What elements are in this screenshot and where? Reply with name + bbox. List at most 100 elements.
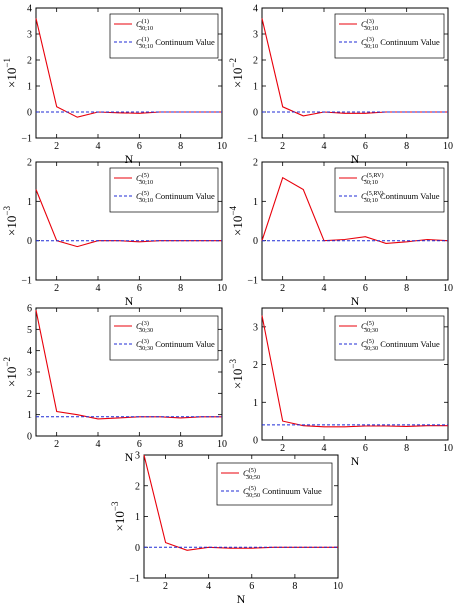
legend: C(5) 30;10 C(5) 30;10 Continuum Value	[109, 167, 219, 213]
legend-label: C(3) 30;10	[361, 18, 378, 32]
y-tick-label: 0	[27, 108, 32, 119]
x-tick-label: 2	[54, 439, 59, 450]
legend-label: C(3) 30;30 Continuum Value	[136, 338, 215, 352]
legend-label: C(5) 30;10	[136, 172, 153, 186]
legend-box	[109, 315, 219, 361]
x-tick-label: 4	[96, 141, 101, 152]
legend-box	[109, 167, 219, 213]
legend-box	[109, 13, 219, 59]
legend-label: C(5,RV) 30;10 Continuum Value	[361, 190, 440, 204]
x-tick-label: 10	[217, 439, 227, 450]
x-axis-label: N	[125, 294, 134, 308]
legend-label: C(5,RV) 30;10	[361, 172, 384, 186]
y-axis-label: ×10−2	[228, 58, 245, 88]
legend: C(5) 30;50 C(5) 30;50 Continuum Value	[216, 462, 333, 506]
plot-frame	[261, 7, 449, 139]
x-tick-label: 8	[292, 581, 297, 592]
y-tick-label: 3	[27, 30, 32, 41]
y-tick-label: 3	[253, 322, 258, 333]
chart-panel-3: 2 4 6 8 10 −1 0 1 2 N ×10−3 C(5) 30;10 C(5) 30;10 Cont…	[2, 158, 227, 309]
y-tick-label: 3	[27, 368, 32, 379]
x-tick-label: 8	[178, 283, 183, 294]
y-tick-label: 2	[27, 389, 32, 400]
legend-label: C(5) 30;50	[243, 467, 260, 481]
x-tick-label: 10	[443, 141, 453, 152]
x-axis-label: N	[351, 454, 360, 468]
x-tick-label: 2	[54, 283, 59, 294]
x-tick-label: 8	[178, 141, 183, 152]
plot-frame	[35, 7, 223, 139]
x-axis-label: N	[351, 294, 360, 308]
x-tick-label: 10	[217, 283, 227, 294]
x-axis-label: N	[351, 152, 360, 166]
y-tick-label: 0	[27, 432, 32, 443]
y-tick-label: 0	[253, 236, 258, 247]
x-tick-label: 8	[404, 283, 409, 294]
legend-box	[334, 167, 445, 213]
y-axis-label: ×10−2	[2, 357, 19, 387]
y-tick-label: −1	[21, 276, 32, 287]
y-tick-label: 1	[135, 512, 140, 523]
y-axis-label: ×10−3	[110, 501, 127, 531]
x-tick-label: 4	[322, 443, 327, 454]
legend-box	[334, 315, 445, 361]
y-tick-label: 0	[135, 543, 140, 554]
x-axis-label: N	[125, 450, 134, 464]
plot-frame	[35, 161, 223, 281]
x-tick-label: 10	[217, 141, 227, 152]
x-tick-label: 4	[206, 581, 211, 592]
x-tick-label: 4	[96, 283, 101, 294]
y-tick-label: 2	[253, 360, 258, 371]
chart-panel-1: 2 4 6 8 10 −1 0 1 2 3 4 N ×10−1 C(1) 30;10 C(1) 30;10 Co…	[2, 4, 227, 167]
y-axis-label: ×10−1	[2, 58, 19, 88]
x-tick-label: 6	[137, 283, 142, 294]
x-axis-label: N	[237, 592, 246, 606]
y-tick-label: 2	[27, 158, 32, 169]
legend-label: C(5) 30;30	[361, 320, 378, 334]
x-tick-label: 8	[404, 443, 409, 454]
x-tick-label: 2	[280, 141, 285, 152]
chart-panel-6: 2 4 6 8 10 0 1 2 3 N ×10−3 C(5) 30;30 C(5) 30;30 Conti…	[228, 307, 453, 468]
y-tick-label: 2	[135, 481, 140, 492]
x-tick-label: 8	[404, 141, 409, 152]
x-tick-label: 4	[322, 141, 327, 152]
x-tick-label: 8	[178, 439, 183, 450]
y-tick-label: 1	[27, 410, 32, 421]
x-tick-label: 2	[280, 443, 285, 454]
y-tick-label: 4	[27, 346, 32, 357]
x-tick-label: 6	[249, 581, 254, 592]
y-tick-label: 2	[253, 158, 258, 169]
y-axis-label: ×10−4	[228, 206, 245, 236]
x-tick-label: 10	[443, 443, 453, 454]
x-tick-label: 10	[443, 283, 453, 294]
legend-label: C(1) 30;10	[136, 18, 153, 32]
y-tick-label: 4	[253, 4, 258, 15]
x-tick-label: 10	[333, 581, 343, 592]
x-tick-label: 6	[363, 443, 368, 454]
legend: C(3) 30;10 C(3) 30;10 Continuum Value	[334, 13, 445, 59]
plot-frame	[261, 307, 449, 441]
legend-label: C(5) 30;50 Continuum Value	[243, 485, 322, 499]
legend: C(1) 30;10 C(1) 30;10 Continuum Value	[109, 13, 219, 59]
plot-frame	[261, 161, 449, 281]
x-axis-label: N	[125, 152, 134, 166]
legend-box	[216, 462, 333, 506]
chart-panel-2: 2 4 6 8 10 −1 0 1 2 3 4 N ×10−2 C(3) 30;10 C(3) 30;10 Co…	[228, 4, 453, 167]
y-tick-label: 1	[253, 398, 258, 409]
y-tick-label: 1	[27, 197, 32, 208]
y-tick-label: −1	[247, 276, 258, 287]
y-tick-label: 5	[27, 325, 32, 336]
y-tick-label: 6	[27, 304, 32, 315]
x-tick-label: 6	[363, 141, 368, 152]
x-tick-label: 2	[163, 581, 168, 592]
y-tick-label: −1	[129, 574, 140, 585]
y-axis-label: ×10−3	[228, 359, 245, 389]
legend-label: C(3) 30;30	[136, 320, 153, 334]
y-tick-label: 2	[27, 56, 32, 67]
y-tick-label: 0	[253, 108, 258, 119]
legend-label: C(3) 30;10 Continuum Value	[361, 36, 440, 50]
y-tick-label: −1	[21, 134, 32, 145]
